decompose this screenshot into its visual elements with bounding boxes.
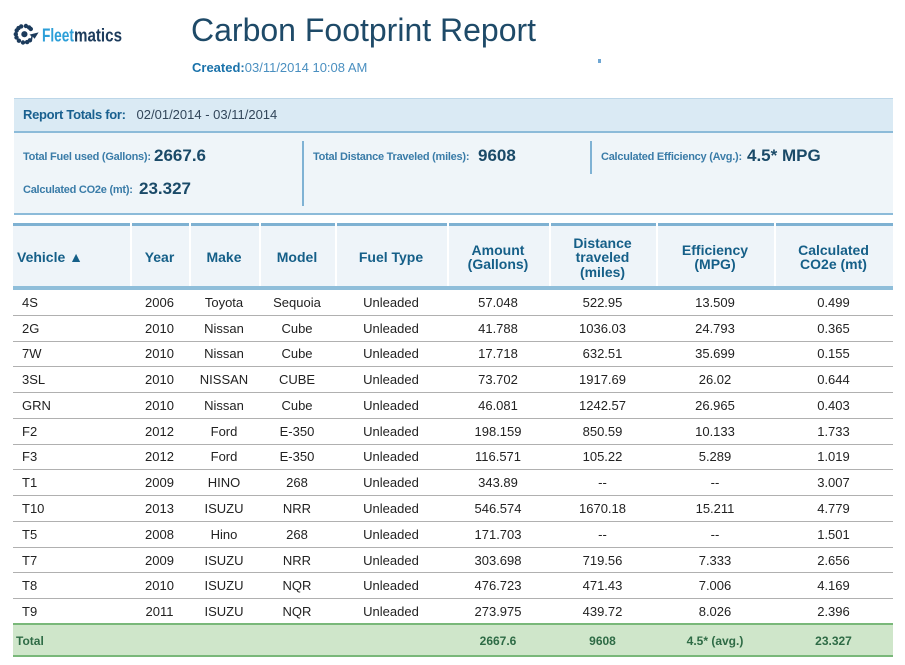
svg-text:Fleet: Fleet — [42, 26, 74, 46]
svg-text:matics: matics — [74, 26, 122, 46]
